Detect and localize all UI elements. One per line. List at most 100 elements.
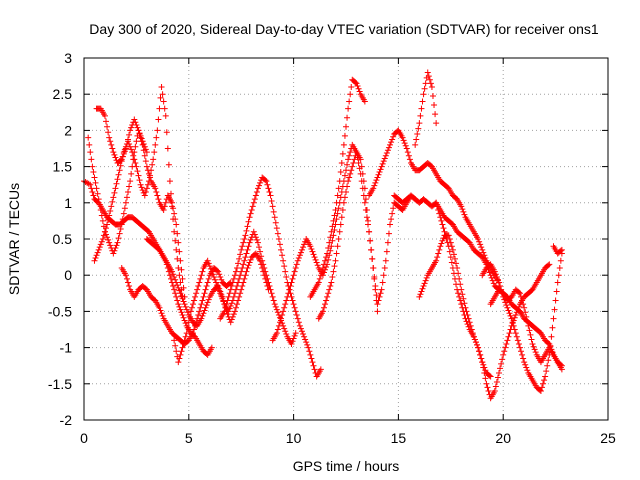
data-point (107, 207, 114, 214)
data-point (293, 261, 300, 268)
data-point (271, 214, 278, 221)
data-point (377, 290, 384, 297)
data-point (149, 161, 156, 168)
data-point (503, 340, 510, 347)
data-point (93, 185, 100, 192)
data-point (260, 261, 267, 268)
data-point (376, 169, 383, 176)
data-point (158, 83, 165, 90)
data-point (524, 367, 531, 374)
data-point (104, 221, 111, 228)
data-point (172, 276, 179, 283)
data-point (152, 185, 159, 192)
series-arc-13 (412, 69, 440, 148)
data-point (315, 279, 322, 286)
data-point (126, 283, 133, 290)
y-tick-label: 1 (64, 195, 72, 211)
data-point (529, 340, 536, 347)
data-point (201, 290, 208, 297)
data-point (283, 331, 290, 338)
data-point (312, 256, 319, 263)
data-point (242, 232, 249, 239)
data-point (472, 339, 479, 346)
data-point (497, 365, 504, 372)
data-point (348, 167, 355, 174)
data-point (170, 271, 177, 278)
data-point (461, 211, 468, 218)
data-point (330, 268, 337, 275)
data-point (328, 228, 335, 235)
data-point (378, 163, 385, 170)
data-point (214, 282, 221, 289)
data-point (109, 198, 116, 205)
data-point (479, 359, 486, 366)
data-point (289, 275, 296, 282)
data-point (99, 217, 106, 224)
data-point (344, 183, 351, 190)
plot-frame (83, 57, 609, 421)
data-point (557, 247, 564, 254)
data-point (494, 276, 501, 283)
data-point (477, 351, 484, 358)
data-point (275, 236, 282, 242)
data-point (518, 293, 525, 300)
data-point (461, 312, 468, 319)
data-point (263, 272, 270, 279)
data-point (349, 163, 356, 170)
data-point (265, 185, 272, 192)
data-point (436, 210, 443, 217)
data-point (263, 178, 270, 185)
data-point (226, 305, 233, 312)
data-point (336, 228, 343, 235)
data-point (104, 234, 111, 241)
data-point (515, 340, 522, 347)
data-point (177, 306, 184, 313)
data-point (348, 83, 355, 90)
data-point (384, 147, 391, 154)
data-point (205, 275, 212, 282)
data-point (267, 286, 274, 293)
data-point (322, 301, 329, 308)
data-point (254, 185, 261, 192)
data-point (437, 243, 444, 250)
data-point (239, 264, 246, 271)
data-point (141, 152, 148, 159)
data-point (340, 141, 347, 148)
data-point (545, 262, 552, 269)
data-point (377, 166, 384, 173)
series-arc-10 (307, 76, 368, 300)
data-point (279, 252, 286, 259)
data-point (403, 145, 410, 152)
data-point (231, 272, 238, 279)
data-point (389, 210, 396, 217)
data-point (301, 241, 308, 248)
data-point (540, 380, 547, 387)
data-point (159, 312, 166, 319)
data-point (294, 315, 301, 322)
data-point (390, 133, 397, 140)
data-point (161, 203, 168, 210)
data-point (171, 228, 178, 235)
data-point (258, 253, 265, 260)
data-point (498, 360, 505, 367)
data-point (127, 143, 134, 150)
data-point (375, 171, 382, 178)
data-point (159, 91, 166, 98)
data-point (126, 131, 133, 138)
data-point (314, 262, 321, 269)
data-point (175, 284, 182, 291)
axis-ticks: 0 5 10 15 20 25 -2 -1.5 -1 -0.5 0 0.5 1 1.5 2 2.5 3 (48, 50, 616, 446)
data-point (197, 275, 204, 282)
data-point (115, 171, 122, 178)
data-point (427, 80, 434, 87)
data-point (378, 286, 385, 293)
data-point (463, 318, 470, 325)
data-point (204, 257, 211, 264)
data-point (267, 192, 274, 199)
data-point (478, 355, 485, 362)
data-point (144, 181, 151, 188)
data-point (234, 283, 241, 290)
data-point (363, 214, 370, 221)
data-point (125, 279, 132, 286)
data-point (331, 212, 338, 219)
